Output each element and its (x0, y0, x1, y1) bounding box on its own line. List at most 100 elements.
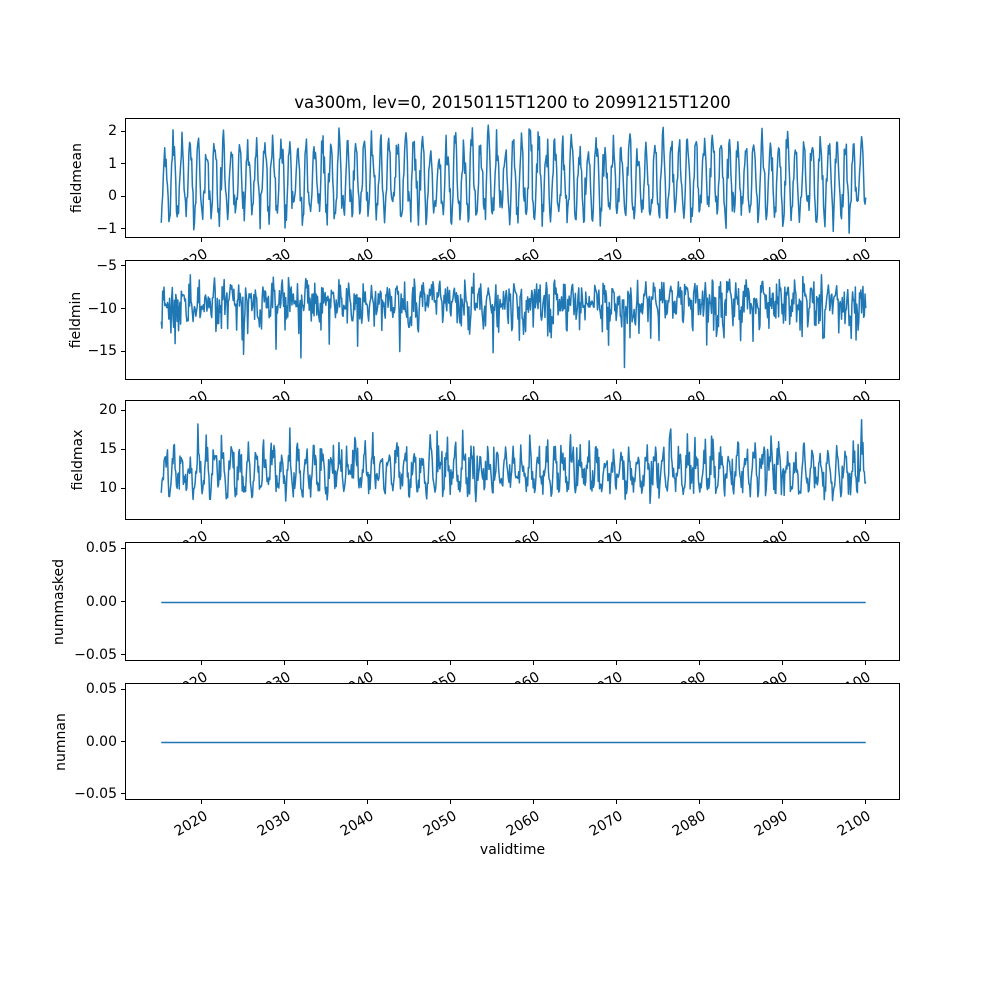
x-tick-mark (449, 380, 451, 384)
fieldmax-line-series (160, 418, 867, 505)
x-tick-mark (200, 800, 202, 804)
ylabel-fieldmean: fieldmean (69, 143, 85, 213)
x-tick-label: 2060 (503, 808, 543, 840)
x-tick-label: 2080 (669, 808, 709, 840)
y-tick-mark (121, 265, 125, 267)
y-tick-label: 20 (99, 402, 117, 419)
x-tick-label: 2020 (171, 808, 211, 840)
y-tick-mark (121, 409, 125, 411)
y-tick-mark (121, 547, 125, 549)
subplot-nummasked (125, 542, 900, 661)
y-tick-label: 0 (108, 188, 117, 205)
x-tick-mark (366, 238, 368, 242)
x-tick-mark (532, 520, 534, 524)
y-tick-mark (121, 741, 125, 742)
x-tick-mark (698, 661, 700, 665)
x-tick-label: 2090 (752, 808, 792, 840)
x-tick-mark (781, 238, 783, 242)
x-tick-mark (200, 238, 202, 242)
x-tick-mark (615, 238, 617, 242)
x-tick-mark (532, 380, 534, 384)
x-tick-mark (864, 800, 866, 804)
x-tick-mark (864, 661, 866, 665)
x-tick-mark (532, 661, 534, 665)
ylabel-nummasked: nummasked (51, 558, 67, 645)
ylabel-fieldmin: fieldmin (68, 291, 84, 349)
y-tick-label: 1 (108, 155, 117, 172)
x-tick-mark (615, 661, 617, 665)
x-tick-mark (200, 661, 202, 665)
x-tick-label: 2100 (835, 808, 875, 840)
fieldmean-line-series (160, 124, 867, 234)
x-tick-mark (366, 380, 368, 384)
x-tick-mark (200, 380, 202, 384)
x-tick-mark (615, 800, 617, 804)
ylabel-numnan: numnan (53, 712, 69, 771)
fieldmin-line-series (160, 272, 867, 369)
y-tick-label: −15 (87, 343, 117, 360)
y-tick-label: −1 (96, 220, 117, 237)
x-tick-mark (200, 520, 202, 524)
y-tick-label: −5 (96, 257, 117, 274)
y-tick-mark (121, 308, 125, 309)
x-tick-mark (366, 520, 368, 524)
x-tick-mark (283, 800, 285, 804)
ylabel-fieldmax: fieldmax (70, 429, 86, 491)
y-tick-label: 10 (99, 480, 117, 497)
y-tick-label: 0.05 (85, 681, 117, 698)
x-tick-label: 2050 (420, 808, 460, 840)
x-tick-mark (449, 520, 451, 524)
y-tick-mark (121, 195, 125, 197)
nummasked-line-series (161, 601, 866, 604)
y-tick-label: 0.00 (85, 733, 117, 750)
y-tick-mark (121, 228, 125, 230)
x-tick-mark (698, 238, 700, 242)
x-tick-mark (698, 380, 700, 384)
x-tick-mark (366, 661, 368, 665)
y-tick-label: 0.05 (85, 540, 117, 557)
x-tick-mark (532, 238, 534, 242)
y-tick-mark (121, 688, 125, 690)
y-tick-mark (121, 654, 125, 656)
y-tick-label: 2 (108, 123, 117, 140)
x-tick-mark (283, 661, 285, 665)
figure-title: va300m, lev=0, 20150115T1200 to 20991215… (294, 93, 731, 112)
x-tick-mark (366, 800, 368, 804)
y-tick-mark (121, 448, 125, 450)
x-tick-mark (449, 800, 451, 804)
y-tick-label: −0.05 (74, 785, 117, 802)
x-tick-mark (864, 380, 866, 384)
numnan-line-series (161, 741, 866, 744)
x-tick-mark (781, 380, 783, 384)
y-tick-mark (121, 163, 125, 165)
x-tick-mark (283, 238, 285, 242)
x-tick-mark (698, 800, 700, 804)
x-tick-mark (283, 380, 285, 384)
y-tick-label: −0.05 (74, 646, 117, 663)
x-tick-label: 2070 (586, 808, 626, 840)
x-tick-label: 2030 (254, 808, 294, 840)
y-tick-label: −10 (87, 300, 117, 317)
subplot-fieldmin (125, 260, 900, 380)
x-tick-mark (864, 520, 866, 524)
y-tick-mark (121, 350, 125, 352)
subplot-fieldmax (125, 400, 900, 520)
x-tick-mark (283, 520, 285, 524)
x-tick-mark (615, 380, 617, 384)
x-tick-mark (532, 800, 534, 804)
x-tick-mark (781, 520, 783, 524)
y-tick-mark (121, 130, 125, 132)
x-tick-mark (449, 661, 451, 665)
x-tick-mark (781, 800, 783, 804)
x-tick-mark (698, 520, 700, 524)
x-tick-mark (864, 238, 866, 242)
x-tick-mark (449, 238, 451, 242)
y-tick-label: 0.00 (85, 593, 117, 610)
y-tick-label: 15 (99, 441, 117, 458)
y-tick-mark (121, 793, 125, 795)
subplot-numnan (125, 683, 900, 800)
x-tick-label: 2040 (337, 808, 377, 840)
y-tick-mark (121, 487, 125, 489)
subplot-fieldmean (125, 118, 900, 238)
